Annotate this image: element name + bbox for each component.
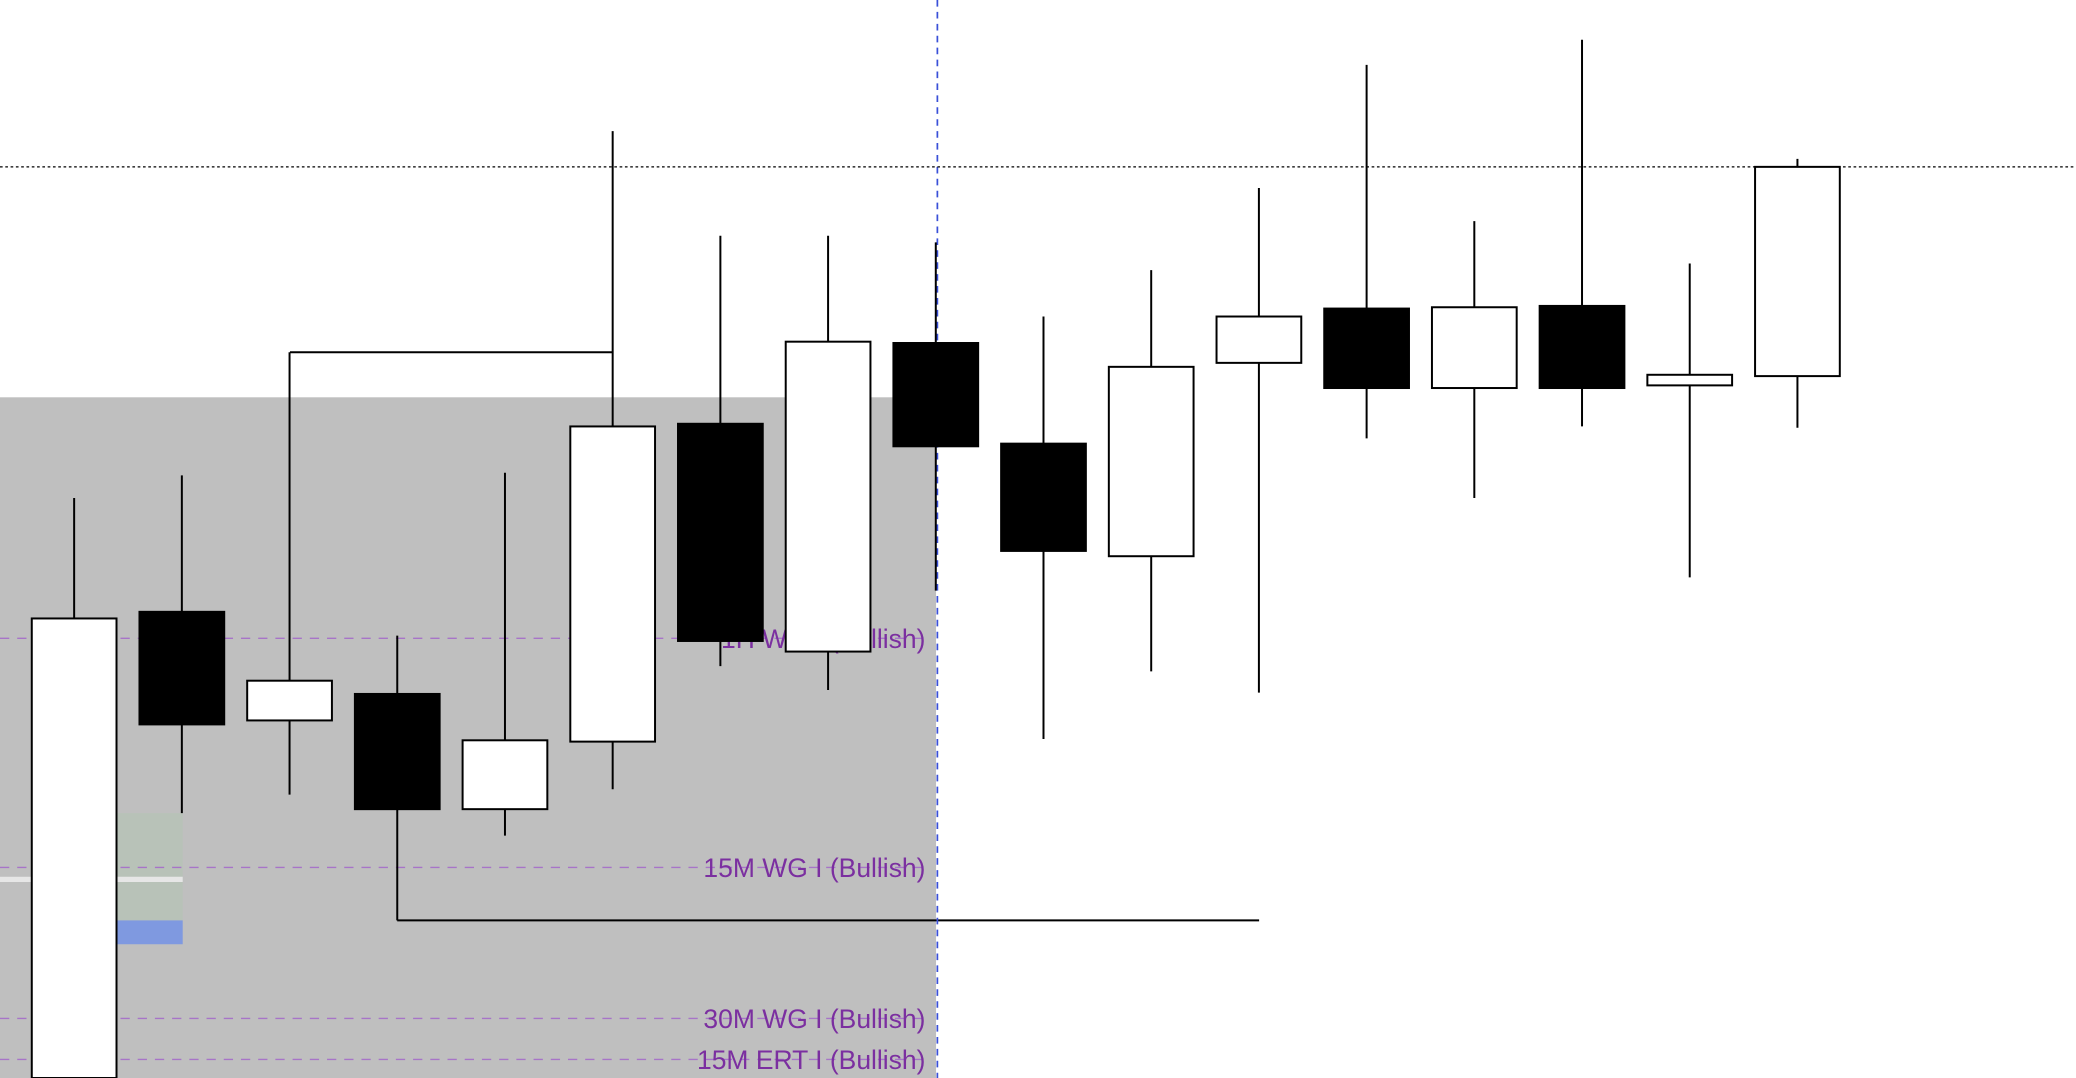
levels: 1H WG I (Bullish)15M WG I (Bullish)30M W… bbox=[0, 624, 927, 1075]
candle-body bbox=[677, 422, 764, 642]
candle-body bbox=[569, 425, 657, 743]
level-label: 15M ERT I (Bullish) bbox=[697, 1045, 925, 1075]
candle-body bbox=[461, 739, 549, 811]
candle-body bbox=[1215, 315, 1303, 364]
candle-body bbox=[784, 340, 872, 653]
candle-body bbox=[1646, 373, 1734, 387]
candle-body bbox=[892, 342, 980, 448]
level-label: 30M WG I (Bullish) bbox=[703, 1004, 925, 1034]
candle-body bbox=[1754, 165, 1841, 378]
zone bbox=[0, 397, 937, 1078]
candle-body bbox=[1107, 365, 1195, 558]
candle-body bbox=[30, 617, 118, 1078]
candle-body bbox=[138, 610, 226, 726]
candle-body bbox=[1000, 442, 1087, 552]
zone-blue bbox=[116, 920, 183, 945]
candle-body bbox=[246, 679, 333, 722]
candle-body bbox=[1323, 307, 1410, 390]
candles bbox=[30, 39, 1841, 1078]
candle-body bbox=[353, 692, 441, 811]
candle-body bbox=[1538, 304, 1626, 390]
candle-body bbox=[1430, 306, 1518, 390]
level-label: 15M WG I (Bullish) bbox=[703, 853, 925, 883]
